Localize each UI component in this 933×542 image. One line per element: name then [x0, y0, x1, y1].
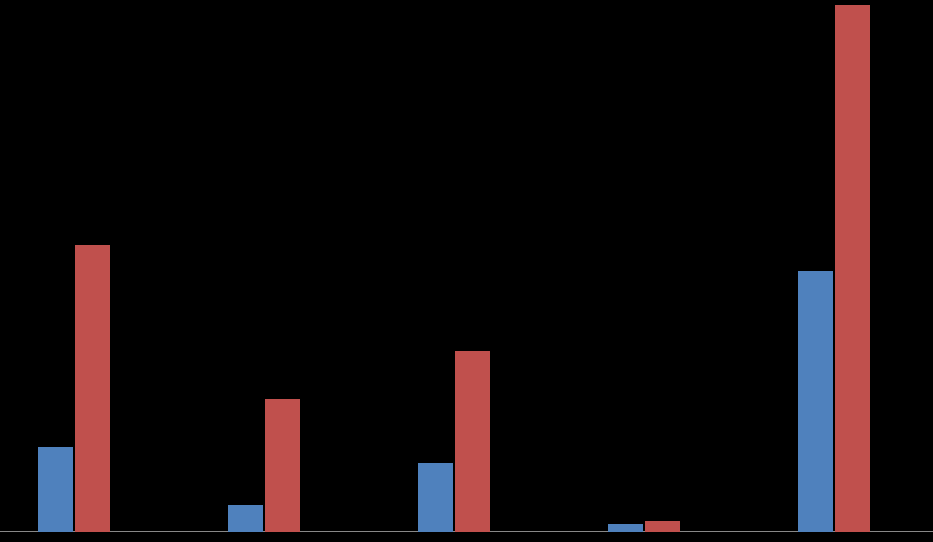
bar-series-2-b — [265, 399, 300, 532]
bar-series-2-d — [645, 521, 680, 532]
bar-series-1-e — [798, 271, 833, 532]
bar-series-1-b — [228, 505, 263, 532]
bar-series-2-a — [75, 245, 110, 532]
bar-series-1-d — [608, 524, 643, 532]
bar-chart — [0, 0, 933, 542]
bar-series-2-e — [835, 5, 870, 532]
bar-series-1-a — [38, 447, 73, 532]
bar-series-1-c — [418, 463, 453, 532]
bar-series-2-c — [455, 351, 490, 532]
